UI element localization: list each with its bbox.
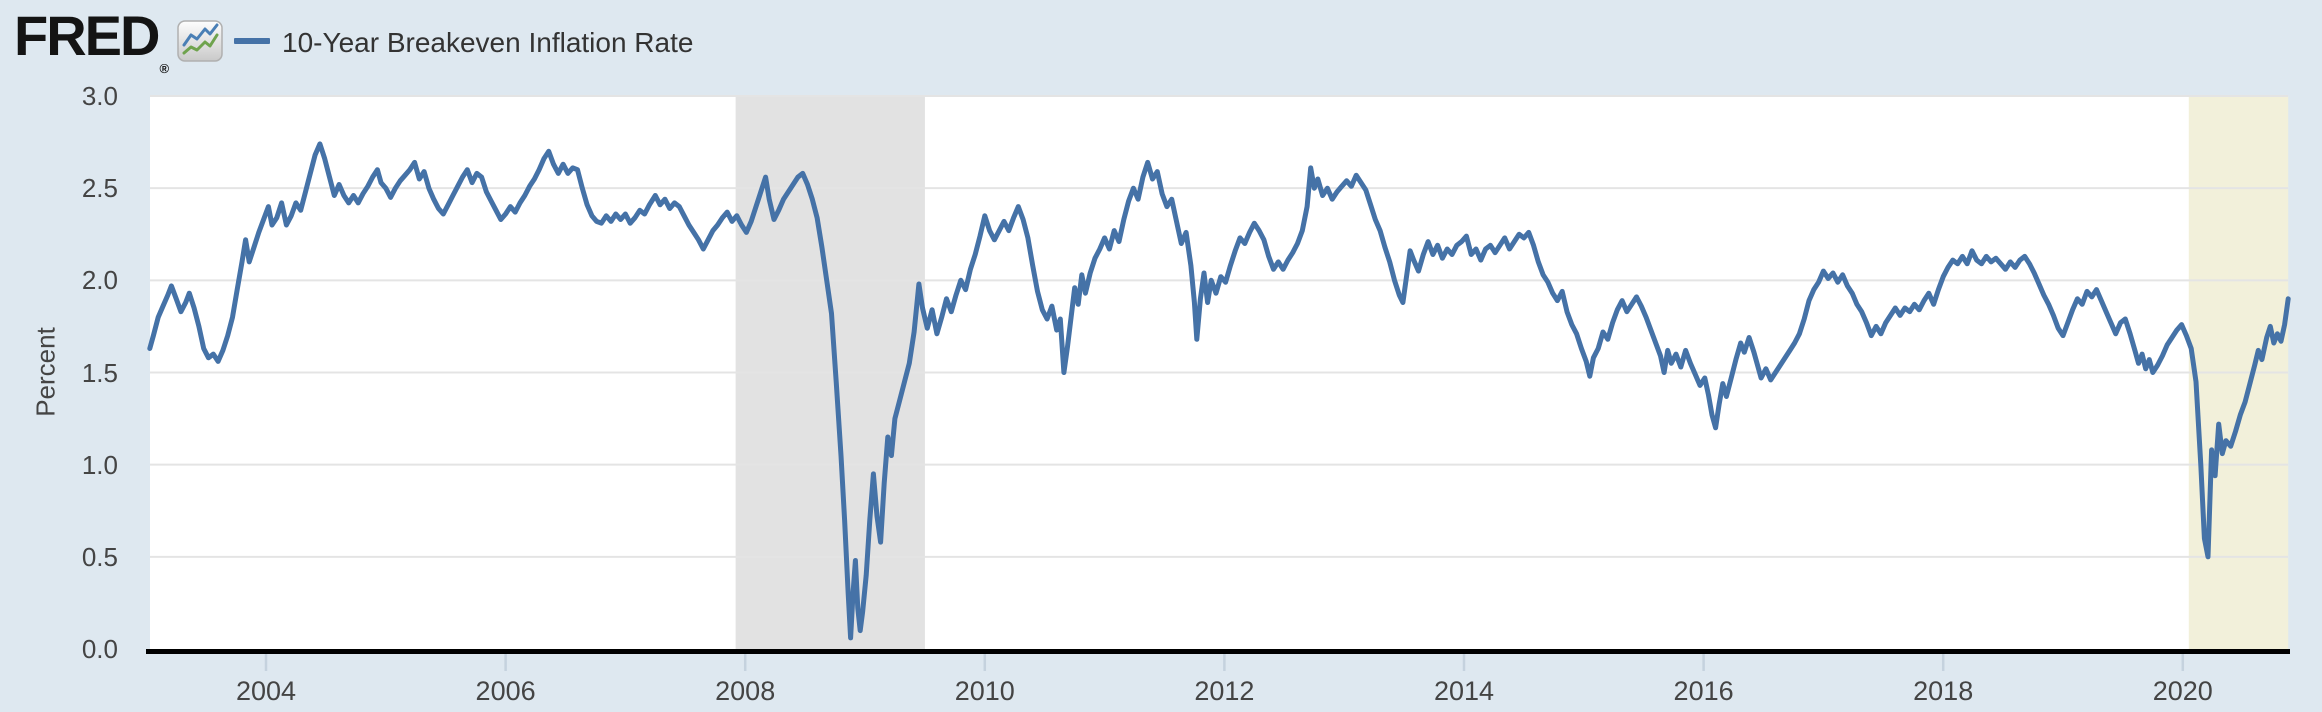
x-tick-label-2010: 2010 [954,676,1015,706]
y-tick-label-1.5: 1.5 [81,357,118,388]
x-tick-label-2018: 2018 [1913,676,1974,706]
x-tick-label-2016: 2016 [1673,676,1734,706]
y-tick-label-0.5: 0.5 [81,541,118,572]
x-tick-label-2008: 2008 [715,676,776,706]
series-line-10-year-breakeven [147,141,2291,641]
y-tick-label-2.5: 2.5 [81,173,118,204]
legend-line-sample [234,38,270,44]
fred-logo: FRED® [14,8,169,97]
x-axis-line [146,649,2290,654]
fred-sparkline-icon [177,20,223,62]
legend-series-label: 10-Year Breakeven Inflation Rate [282,27,694,58]
x-tick-label-2020: 2020 [2152,676,2213,706]
x-tick-label-2004: 2004 [235,676,297,706]
registered-trademark-icon: ® [159,61,170,76]
fred-logo-text: FRED [14,4,160,67]
y-tick-label-0.0: 0.0 [81,634,118,664]
x-tick-label-2006: 2006 [475,676,536,706]
x-tick-label-2012: 2012 [1194,676,1255,706]
y-tick-label-1.0: 1.0 [81,449,118,480]
x-tick-label-2014: 2014 [1433,676,1495,706]
y-tick-label-3.0: 3.0 [81,81,118,111]
y-tick-label-2.0: 2.0 [81,265,118,296]
